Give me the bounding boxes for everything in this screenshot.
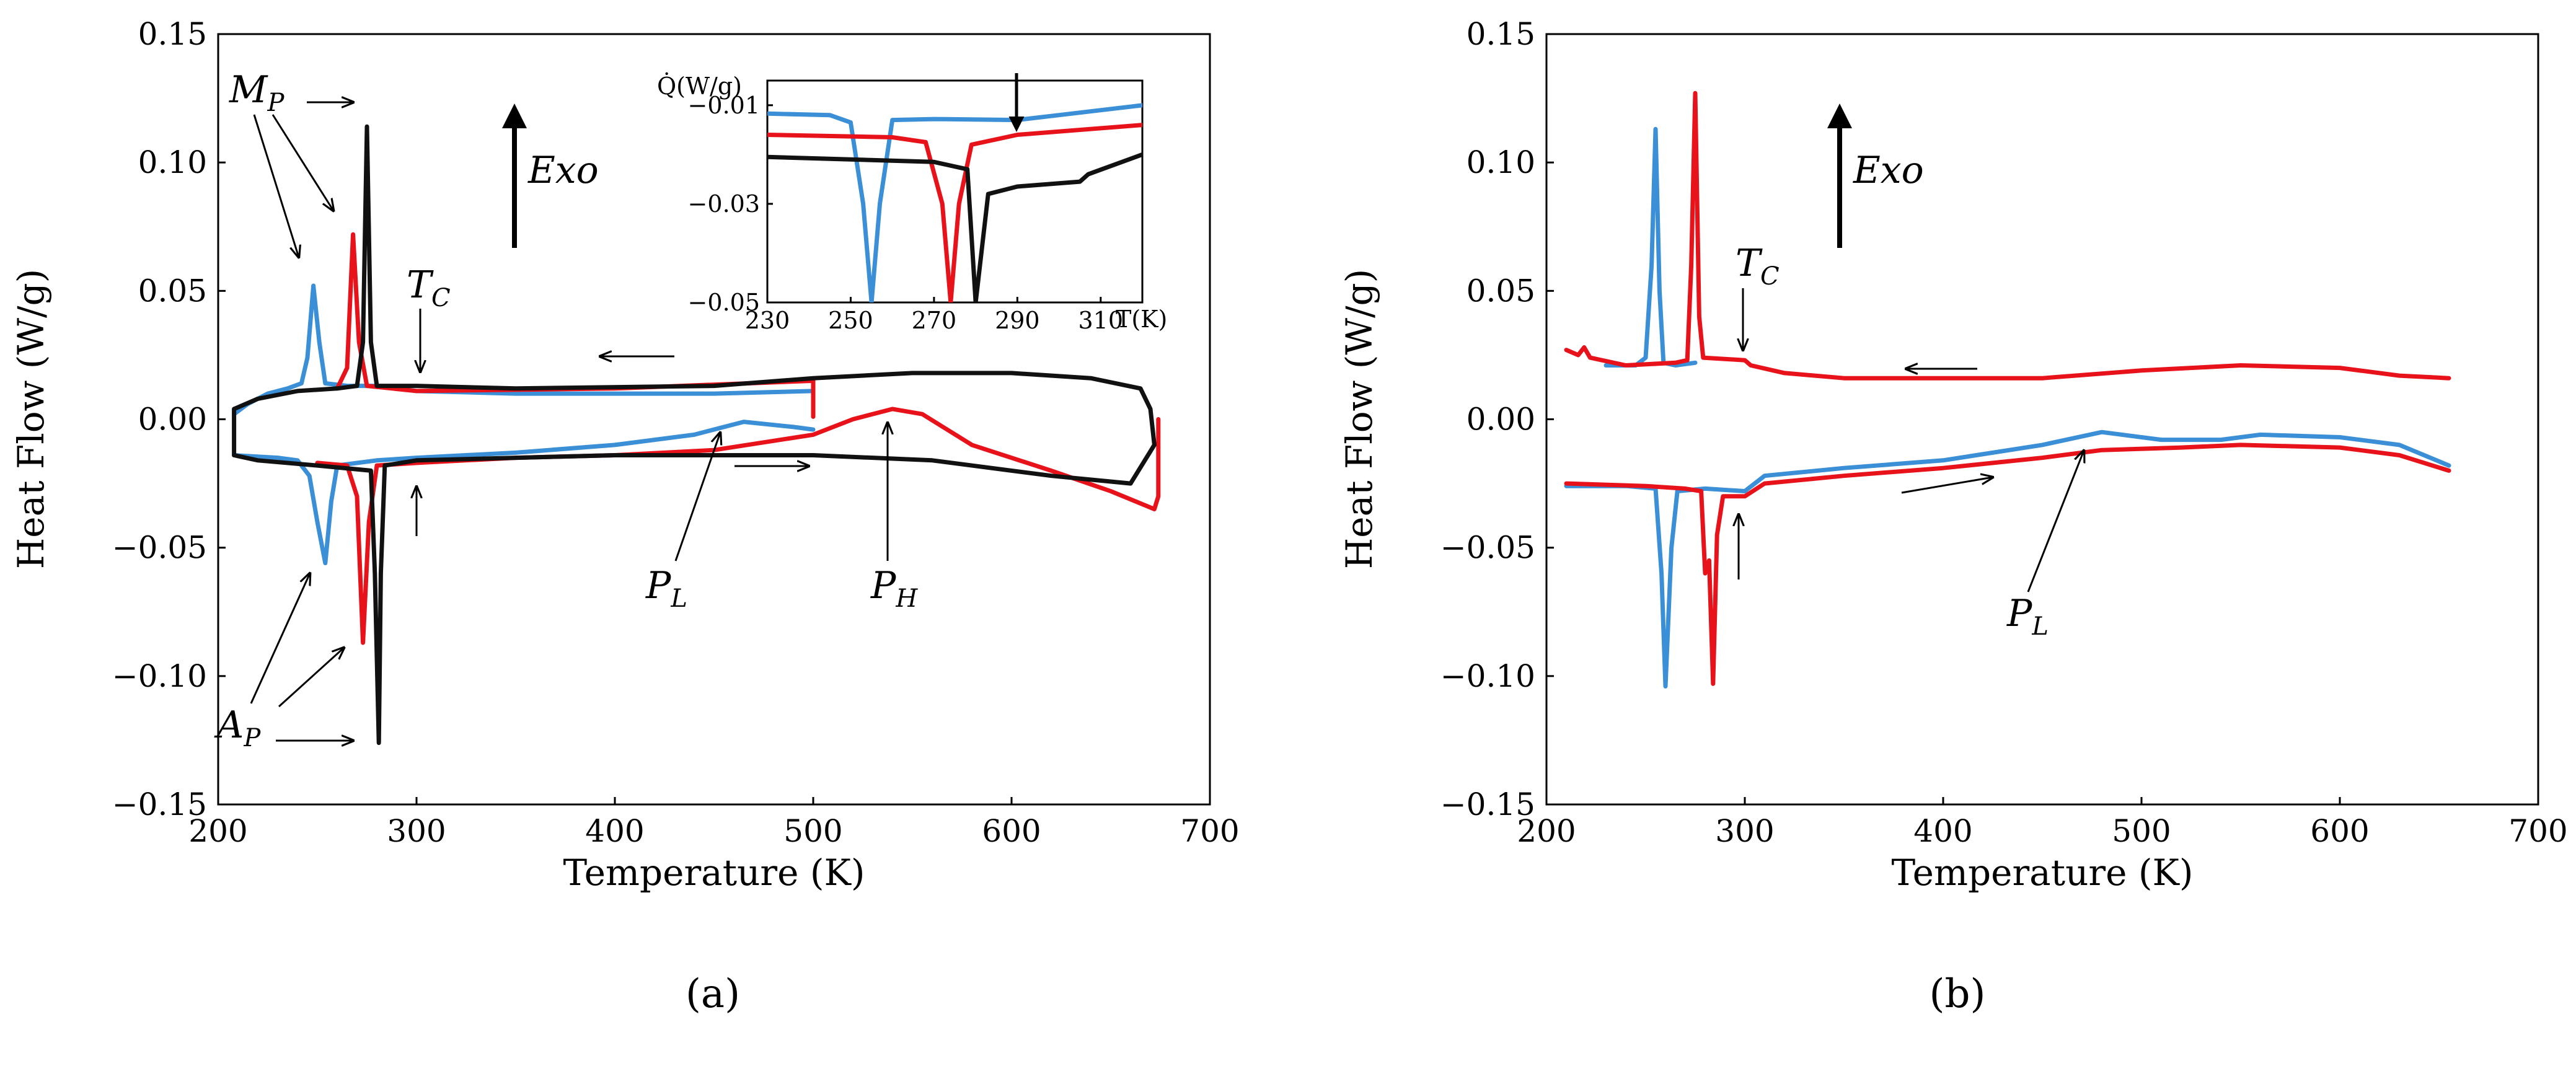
y-tick-label: −0.05: [112, 530, 207, 566]
inset-ylabel: Q̇(W/g): [657, 73, 742, 100]
inset-x-tick-label: 230: [745, 307, 790, 334]
inset-y-tick-label: −0.01: [688, 92, 760, 119]
inset-ticks: 230 250 270 290 310 −0.01 −0.03 −0.05: [688, 92, 1123, 334]
pl-label-a: PL: [645, 564, 687, 613]
series-line-red: [1564, 443, 2451, 686]
panel-b-chart: 200 300 400 500 600 700 0.15 0.10 0.05 0.00 −0.05 −…: [1338, 16, 2568, 1017]
x-tick-label: 600: [982, 813, 1041, 849]
mp-arrow-1: [253, 114, 299, 257]
y-tick-label: 0.10: [138, 144, 207, 180]
y-tick-label: 0.00: [138, 402, 207, 438]
x-tick-label: 700: [1180, 813, 1239, 849]
series-line-red: [1564, 90, 2451, 381]
x-tick-label: 400: [1913, 813, 1972, 849]
y-tick-label: −0.10: [1440, 658, 1535, 694]
pl-arrow-a: [674, 433, 720, 562]
y-tick-label: 0.10: [1467, 144, 1535, 180]
mp-label: MP: [229, 68, 285, 117]
mp-arrow-2: [271, 114, 333, 211]
x-tick-label: 500: [2112, 813, 2171, 849]
pl-label-b: PL: [2006, 592, 2049, 641]
series-line-blue: [232, 283, 816, 416]
inset-x-tick-label: 270: [912, 307, 957, 334]
series-line-blue: [1603, 126, 1698, 368]
tc-label-b: TC: [1736, 242, 1780, 291]
panel-a-inset: 230 250 270 290 310 −0.01 −0.03 −0.05 Q̇(W/g) T…: [657, 73, 1167, 334]
ap-arrow-2: [278, 648, 344, 708]
y-tick-label: 0.05: [138, 273, 207, 309]
panel-a-annotations: MP AP TC PL PH Exo: [214, 68, 918, 752]
inset-y-tick-label: −0.03: [688, 190, 760, 218]
panel-a-series: [232, 124, 1161, 746]
inset-series-line-blue: [767, 103, 1142, 302]
inset-series-line-red: [767, 123, 1142, 302]
y-tick-label: 0.00: [1467, 402, 1535, 438]
panel-b-label: (b): [1930, 971, 1986, 1017]
panel-a-chart: 200 300 400 500 600 700 0.15 0.10 0.05 0.00 −0.05 −…: [10, 16, 1240, 1017]
x-tick-label: 300: [1715, 813, 1774, 849]
inset-series-line-black: [767, 152, 1142, 302]
ap-arrow-1: [250, 573, 310, 704]
inset-series: [767, 103, 1142, 302]
pl-arrow-b: [2027, 451, 2084, 592]
inset-x-tick-label: 250: [828, 307, 873, 334]
tc-label-a: TC: [407, 263, 451, 312]
ph-label: PH: [870, 564, 918, 613]
panel-a-ylabel: Heat Flow (W/g): [10, 269, 52, 570]
x-tick-label: 200: [188, 813, 247, 849]
inset-x-tick-label: 310: [1078, 307, 1124, 334]
heating-direction-arrow-b: [1901, 477, 1993, 494]
x-tick-label: 400: [585, 813, 644, 849]
y-tick-label: 0.15: [1467, 16, 1535, 52]
x-tick-label: 500: [783, 813, 842, 849]
x-tick-label: 300: [387, 813, 446, 849]
y-tick-label: −0.10: [112, 658, 207, 694]
exo-label-b: Exo: [1853, 149, 1924, 192]
exo-label-a: Exo: [527, 149, 599, 192]
y-tick-label: −0.05: [1440, 530, 1535, 566]
panel-b-series: [1564, 90, 2451, 689]
series-line-black: [232, 124, 1157, 746]
y-tick-label: 0.15: [138, 16, 207, 52]
inset-y-tick-label: −0.05: [688, 289, 760, 316]
panel-a-ticks: 200 300 400 500 600 700 0.15 0.10 0.05 0.00 −0.05 −…: [112, 16, 1240, 849]
y-tick-label: −0.15: [112, 786, 207, 822]
ap-label: AP: [214, 703, 261, 752]
x-tick-label: 600: [2310, 813, 2369, 849]
panel-a-label: (a): [686, 971, 740, 1017]
x-tick-label: 200: [1517, 813, 1576, 849]
panel-b-ticks: 200 300 400 500 600 700 0.15 0.10 0.05 0.00 −0.05 −…: [1440, 16, 2568, 849]
inset-xlabel: T(K): [1116, 306, 1167, 333]
panel-b-ylabel: Heat Flow (W/g): [1338, 269, 1380, 570]
series-line-blue: [1564, 429, 2451, 689]
x-tick-label: 700: [2508, 813, 2567, 849]
inset-x-tick-label: 290: [995, 307, 1040, 334]
series-line-red: [315, 407, 1161, 645]
panel-a-xlabel: Temperature (K): [563, 852, 865, 894]
series-line-blue: [232, 420, 816, 565]
panel-b-annotations: TC PL Exo: [1736, 104, 2084, 641]
panel-b-xlabel: Temperature (K): [1892, 852, 2194, 894]
y-tick-label: −0.15: [1440, 786, 1535, 822]
y-tick-label: 0.05: [1467, 273, 1535, 309]
